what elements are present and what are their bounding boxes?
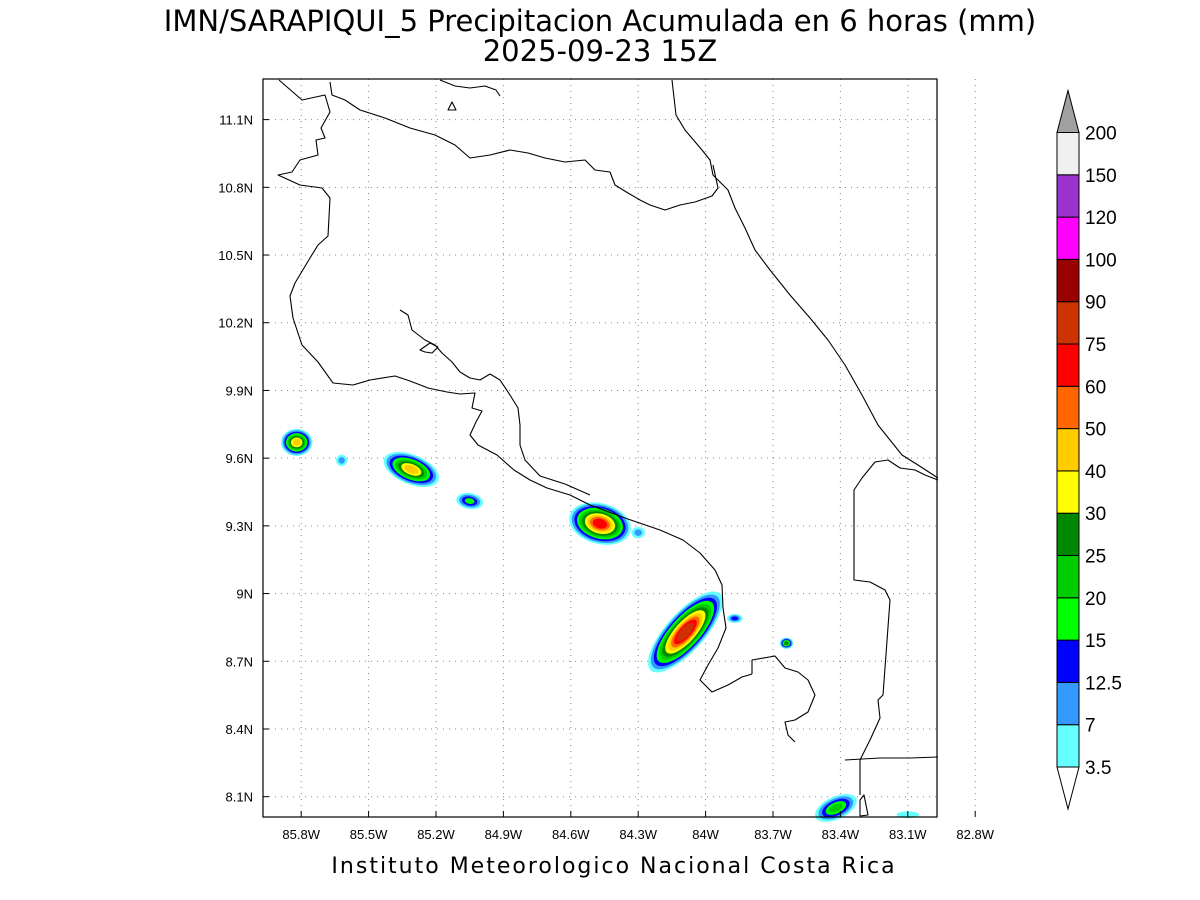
credit-footer: Instituto Meteorologico Nacional Costa R… [331, 854, 897, 879]
chira-island [419, 342, 439, 354]
caribbean-coast [671, 79, 939, 479]
chart-subtitle-date: 2025-09-23 15Z [482, 34, 718, 68]
colorbar-swatch-12.5 [1056, 639, 1080, 683]
longitude-tick-labels: 85.8W 85.5W 85.2W 84.9W 84.6W 84.3W 84W 83.7W 83… [282, 811, 995, 842]
colorbar-swatch-30 [1056, 470, 1080, 514]
colorbar-label: 60 [1085, 377, 1106, 398]
pacific-coastline [277, 79, 753, 693]
colorbar-max-triangle [1056, 88, 1080, 133]
lat-tick-label: 9.3N [226, 519, 253, 534]
lon-tick-label: 82.8W [956, 827, 994, 842]
colorbar-label: 3.5 [1085, 758, 1111, 779]
colorbar-swatch-40 [1056, 428, 1080, 472]
lat-tick-label: 9.9N [226, 383, 253, 398]
cell-83.64w-8.78n [779, 637, 794, 649]
colorbar-label: 150 [1085, 166, 1117, 187]
colorbar-swatch-20 [1056, 555, 1080, 599]
lake-island [447, 101, 457, 111]
lat-tick-label: 9.6N [226, 451, 253, 466]
lon-tick-label: 84.9W [485, 827, 523, 842]
contour-fill-7 [338, 457, 345, 464]
colorbar-swatch-150 [1056, 132, 1080, 176]
lon-tick-label: 85.2W [417, 827, 455, 842]
map-frame [262, 78, 938, 818]
panama-coast [844, 756, 939, 761]
colorbar-label: 20 [1085, 589, 1106, 610]
colorbar-label: 100 [1085, 250, 1117, 271]
cell-85.05w-9.41n [456, 492, 484, 510]
colorbar-swatch-7 [1056, 681, 1080, 726]
cell-84.3w-9.27n [631, 526, 645, 539]
colorbar-swatch-3.5 [1056, 724, 1080, 768]
contour-fill-7 [634, 529, 643, 536]
lat-tick-label: 10.8N [218, 180, 253, 195]
cell-85.6w-9.59n [336, 454, 348, 467]
cell-83.42w-8.05n [814, 794, 857, 822]
colorbar-swatch-25 [1056, 512, 1080, 557]
lat-tick-label: 8.7N [226, 654, 253, 669]
contour-fill-40 [292, 438, 301, 446]
colorbar-label: 12.5 [1085, 673, 1122, 694]
colorbar-label: 90 [1085, 293, 1106, 314]
colorbar-label: 40 [1085, 462, 1106, 483]
colorbar-swatch-120 [1056, 174, 1080, 218]
colorbar-label: 200 [1085, 124, 1117, 145]
colorbar-label: 7 [1085, 716, 1096, 737]
cell-85.3w-9.55n [383, 451, 439, 487]
grid-lines [263, 79, 976, 817]
colorbar-label: 50 [1085, 420, 1106, 441]
osa-peninsula [751, 655, 816, 743]
contour-fill-25 [784, 641, 789, 645]
cell-83.87w-8.89n [726, 613, 743, 623]
colorbar-label: 30 [1085, 504, 1106, 525]
lat-tick-label: 10.5N [218, 248, 253, 263]
coastline-layer [277, 79, 939, 817]
colorbar: 3.5 7 12.5 15 20 25 30 40 50 60 75 90 100 120 150 200 [1056, 88, 1122, 811]
colorbar-label: 120 [1085, 208, 1117, 229]
colorbar-label: 75 [1085, 335, 1106, 356]
cell-85.8w-9.67n [280, 428, 313, 456]
burica-coast [853, 459, 939, 817]
contour-fill-20 [829, 803, 843, 813]
lon-tick-label: 84.6W [552, 827, 590, 842]
lon-tick-label: 85.5W [350, 827, 388, 842]
cell-84.47w-9.31n [569, 502, 631, 545]
lon-tick-label: 84.3W [619, 827, 657, 842]
lon-tick-label: 83.7W [754, 827, 792, 842]
lat-tick-label: 11.1N [219, 113, 253, 128]
lon-tick-label: 83.1W [889, 827, 927, 842]
colorbar-swatch-15 [1056, 597, 1080, 641]
lon-tick-label: 83.4W [822, 827, 860, 842]
northern-border [329, 81, 719, 211]
latitude-tick-labels: 11.1N 10.8N 10.5N 10.2N 9.9N 9.6N 9.3N 9N 8.7N 8.… [218, 113, 269, 805]
contour-fill-40 [404, 464, 419, 474]
lat-tick-label: 8.1N [226, 790, 253, 805]
lat-tick-label: 9N [236, 587, 253, 602]
lake-shore [439, 79, 501, 97]
contour-fill-75 [676, 622, 694, 642]
colorbar-swatch-60 [1056, 343, 1080, 387]
colorbar-label: 15 [1085, 631, 1106, 652]
chart-title: IMN/SARAPIQUI_5 Precipitacion Acumulada … [163, 4, 1037, 38]
cell-84.1w-8.83n [647, 591, 723, 673]
lon-tick-label: 84W [692, 827, 719, 842]
lat-tick-label: 8.4N [226, 722, 253, 737]
contour-fill-12.5 [731, 616, 739, 621]
lon-tick-label: 85.8W [282, 827, 320, 842]
colorbar-swatch-50 [1056, 385, 1080, 430]
colorbar-label: 25 [1085, 547, 1106, 568]
precip-cells-layer [280, 428, 920, 822]
nicoya-gulf-coast [399, 309, 591, 496]
contour-fill-15 [464, 498, 475, 504]
colorbar-swatch-100 [1056, 216, 1080, 260]
colorbar-min-triangle [1056, 766, 1080, 811]
colorbar-swatch-90 [1056, 258, 1080, 303]
colorbar-swatch-75 [1056, 301, 1080, 345]
lat-tick-label: 10.2N [218, 316, 253, 331]
contour-fill-60 [592, 518, 608, 529]
